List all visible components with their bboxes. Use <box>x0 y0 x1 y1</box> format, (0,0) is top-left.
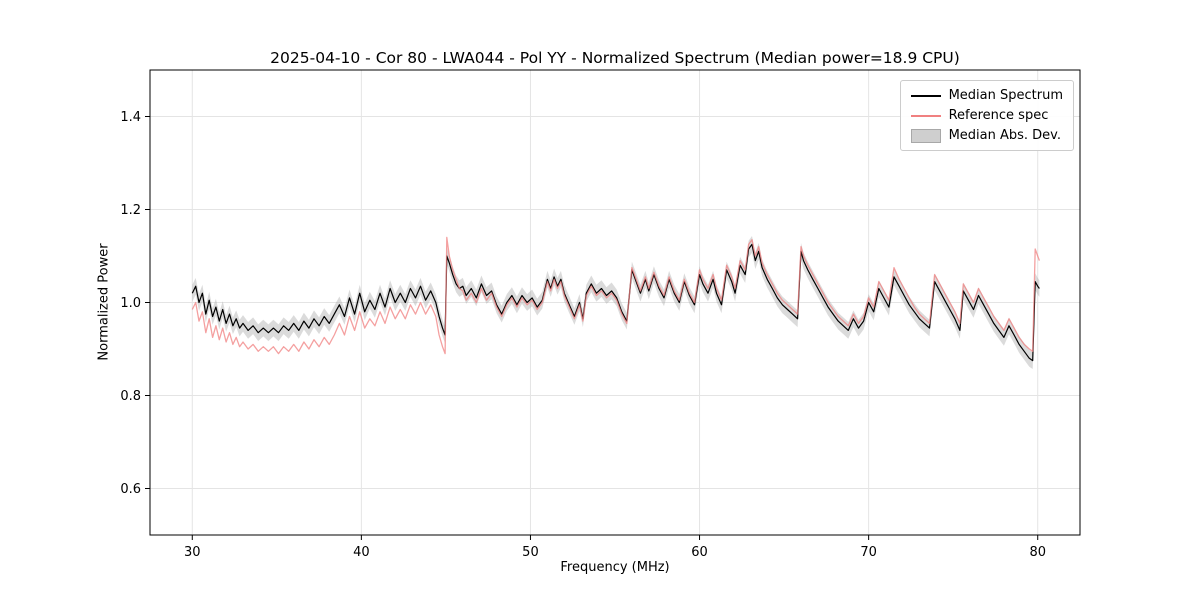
x-tick-label: 50 <box>522 545 539 560</box>
y-tick-label: 1.0 <box>120 296 141 311</box>
legend-line-swatch <box>910 109 941 123</box>
mad-band <box>192 236 1040 369</box>
legend-patch-swatch <box>910 128 941 143</box>
legend-line-swatch <box>910 89 941 103</box>
x-tick-label: 40 <box>353 545 370 560</box>
legend-label: Median Abs. Dev. <box>948 128 1062 143</box>
y-axis-label: Normalized Power <box>96 243 112 361</box>
reference-spectrum-line <box>191 236 1041 355</box>
x-tick-label: 80 <box>1029 545 1046 560</box>
y-tick-label: 1.4 <box>120 110 141 125</box>
x-axis-label: Frequency (MHz) <box>560 560 670 575</box>
chart-title: 2025-04-10 - Cor 80 - LWA044 - Pol YY - … <box>270 49 960 67</box>
y-tick-label: 1.2 <box>120 203 141 218</box>
median-spectrum-line <box>191 243 1040 362</box>
x-tick-label: 30 <box>184 545 201 560</box>
legend-item: Median Spectrum <box>910 88 1063 103</box>
legend-label: Median Spectrum <box>948 88 1063 103</box>
legend-label: Reference spec <box>948 108 1049 123</box>
legend-item: Median Abs. Dev. <box>910 128 1063 143</box>
x-tick-label: 70 <box>860 545 877 560</box>
legend: Median Spectrum Reference spec Median Abs.… <box>899 80 1074 151</box>
x-tick-label: 60 <box>691 545 708 560</box>
legend-item: Reference spec <box>910 108 1063 123</box>
y-tick-label: 0.8 <box>120 389 141 404</box>
y-tick-label: 0.6 <box>120 482 141 497</box>
